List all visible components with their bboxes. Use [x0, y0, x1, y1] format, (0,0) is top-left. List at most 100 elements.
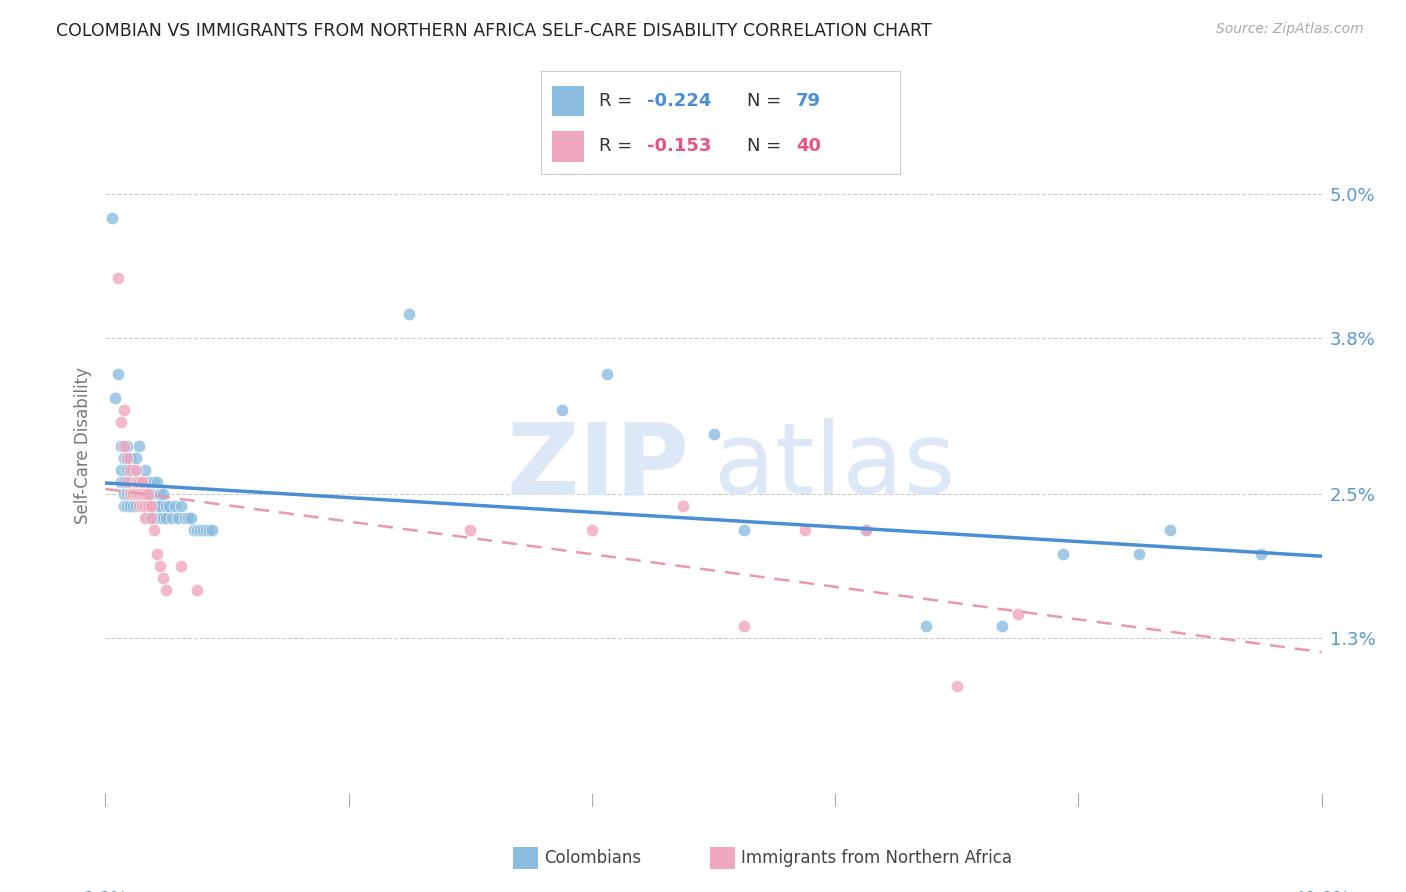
Point	[134, 511, 156, 525]
Point	[118, 463, 141, 477]
Point	[146, 475, 169, 489]
Point	[672, 499, 695, 513]
Point	[134, 487, 156, 501]
Point	[118, 487, 141, 501]
Point	[107, 271, 129, 285]
Point	[131, 499, 153, 513]
Point	[134, 499, 156, 513]
Point	[139, 511, 162, 525]
Point	[112, 499, 135, 513]
Text: 79: 79	[796, 92, 821, 110]
Point	[183, 523, 205, 537]
Point	[155, 511, 177, 525]
Point	[165, 499, 187, 513]
Point	[143, 475, 166, 489]
Point	[702, 427, 725, 442]
Text: Source: ZipAtlas.com: Source: ZipAtlas.com	[1216, 22, 1364, 37]
Point	[149, 499, 172, 513]
FancyBboxPatch shape	[553, 131, 585, 161]
Point	[1052, 547, 1074, 561]
Point	[581, 523, 603, 537]
Point	[125, 463, 148, 477]
Point	[155, 499, 177, 513]
Point	[915, 619, 938, 633]
Point	[398, 307, 420, 321]
Point	[139, 499, 162, 513]
Point	[201, 523, 224, 537]
Point	[194, 523, 217, 537]
Point	[131, 499, 153, 513]
Point	[596, 367, 619, 381]
Point	[149, 558, 172, 573]
Point	[115, 450, 138, 465]
Text: 40: 40	[796, 137, 821, 155]
Point	[128, 439, 150, 453]
Point	[855, 523, 877, 537]
Point	[152, 487, 174, 501]
Point	[131, 475, 153, 489]
Text: -0.224: -0.224	[647, 92, 711, 110]
Text: -0.153: -0.153	[647, 137, 711, 155]
Text: 0.0%: 0.0%	[83, 890, 128, 892]
Point	[143, 523, 166, 537]
Point	[134, 499, 156, 513]
Point	[100, 211, 122, 225]
Point	[128, 475, 150, 489]
Point	[191, 523, 214, 537]
Point	[176, 511, 198, 525]
Point	[139, 511, 162, 525]
FancyBboxPatch shape	[553, 86, 585, 117]
Point	[107, 367, 129, 381]
Point	[134, 463, 156, 477]
Point	[125, 499, 148, 513]
Point	[125, 487, 148, 501]
Point	[152, 511, 174, 525]
Point	[1250, 547, 1272, 561]
Point	[550, 403, 572, 417]
Text: atlas: atlas	[713, 418, 955, 516]
Point	[149, 487, 172, 501]
Point	[118, 487, 141, 501]
Point	[198, 523, 221, 537]
Point	[125, 475, 148, 489]
Text: COLOMBIAN VS IMMIGRANTS FROM NORTHERN AFRICA SELF-CARE DISABILITY CORRELATION CH: COLOMBIAN VS IMMIGRANTS FROM NORTHERN AF…	[56, 22, 932, 40]
Text: ZIP: ZIP	[506, 418, 689, 516]
Point	[128, 487, 150, 501]
Point	[136, 511, 159, 525]
Point	[118, 499, 141, 513]
Point	[136, 499, 159, 513]
Text: Colombians: Colombians	[544, 849, 641, 867]
Point	[128, 499, 150, 513]
Text: Immigrants from Northern Africa: Immigrants from Northern Africa	[741, 849, 1012, 867]
Point	[128, 487, 150, 501]
Point	[110, 463, 132, 477]
Point	[115, 463, 138, 477]
Point	[139, 499, 162, 513]
Point	[112, 475, 135, 489]
Point	[167, 511, 190, 525]
Point	[112, 403, 135, 417]
Text: 40.0%: 40.0%	[1294, 890, 1350, 892]
Point	[110, 439, 132, 453]
Point	[112, 487, 135, 501]
Point	[173, 511, 195, 525]
Point	[188, 523, 211, 537]
Point	[139, 487, 162, 501]
Point	[733, 619, 755, 633]
Point	[115, 499, 138, 513]
Point	[1128, 547, 1150, 561]
Point	[991, 619, 1014, 633]
Point	[1007, 607, 1029, 621]
Point	[131, 487, 153, 501]
Point	[134, 487, 156, 501]
Point	[157, 499, 180, 513]
Point	[131, 487, 153, 501]
Point	[103, 391, 125, 405]
Point	[170, 499, 193, 513]
Point	[186, 582, 208, 597]
Point	[125, 487, 148, 501]
Text: R =: R =	[599, 137, 638, 155]
Point	[128, 475, 150, 489]
Point	[110, 415, 132, 429]
Point	[162, 511, 184, 525]
